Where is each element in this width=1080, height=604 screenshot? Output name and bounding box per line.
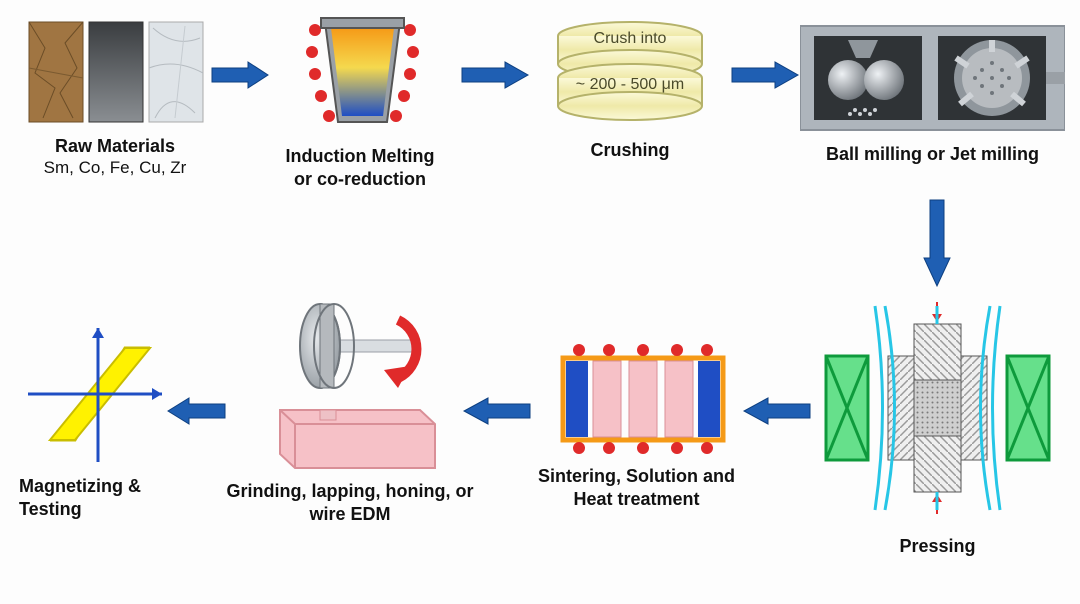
pressing-title: Pressing: [820, 535, 1055, 558]
sintering-icon: [553, 340, 733, 460]
crush-text-top: Crush into: [540, 30, 720, 48]
induction-melting-icon: [275, 10, 450, 140]
magnetizing-icon: [20, 320, 170, 470]
stage-induction-melting: Induction Melting or co-reduction: [275, 10, 450, 190]
stage-sintering: Sintering, Solution and Heat treatment: [545, 340, 740, 510]
milling-icon: [800, 18, 1065, 138]
stage-milling: Ball milling or Jet milling: [800, 18, 1065, 166]
grinding-title: Grinding, lapping, honing, or wire EDM: [225, 480, 475, 525]
crushing-title: Crushing: [540, 139, 720, 162]
grinding-icon: [240, 300, 460, 475]
arrow-mill-to-press: [922, 198, 952, 288]
induction-melting-title: Induction Melting or co-reduction: [275, 145, 445, 190]
arrow-press-to-sinter: [740, 396, 812, 426]
raw-materials-title: Raw Materials: [20, 135, 210, 158]
arrow-crush-to-mill: [730, 60, 800, 90]
pressing-icon: [820, 300, 1055, 530]
sintering-title: Sintering, Solution and Heat treatment: [533, 465, 740, 510]
raw-materials-icon: [25, 18, 205, 130]
stage-magnetizing: Magnetizing & Testing: [15, 320, 175, 520]
magnetizing-title: Magnetizing & Testing: [19, 475, 175, 520]
raw-materials-subtitle: Sm, Co, Fe, Cu, Zr: [20, 158, 210, 178]
arrow-melt-to-crush: [460, 60, 530, 90]
stage-raw-materials: Raw Materials Sm, Co, Fe, Cu, Zr: [20, 18, 210, 178]
milling-title: Ball milling or Jet milling: [808, 143, 1058, 166]
stage-crushing: Crush into ~ 200 - 500 μm Crushing: [540, 18, 720, 162]
crush-text-bot: ~ 200 - 500 μm: [540, 76, 720, 94]
stage-pressing: Pressing: [820, 300, 1055, 558]
stage-grinding: Grinding, lapping, honing, or wire EDM: [225, 300, 475, 525]
arrow-raw-to-melt: [210, 60, 270, 90]
